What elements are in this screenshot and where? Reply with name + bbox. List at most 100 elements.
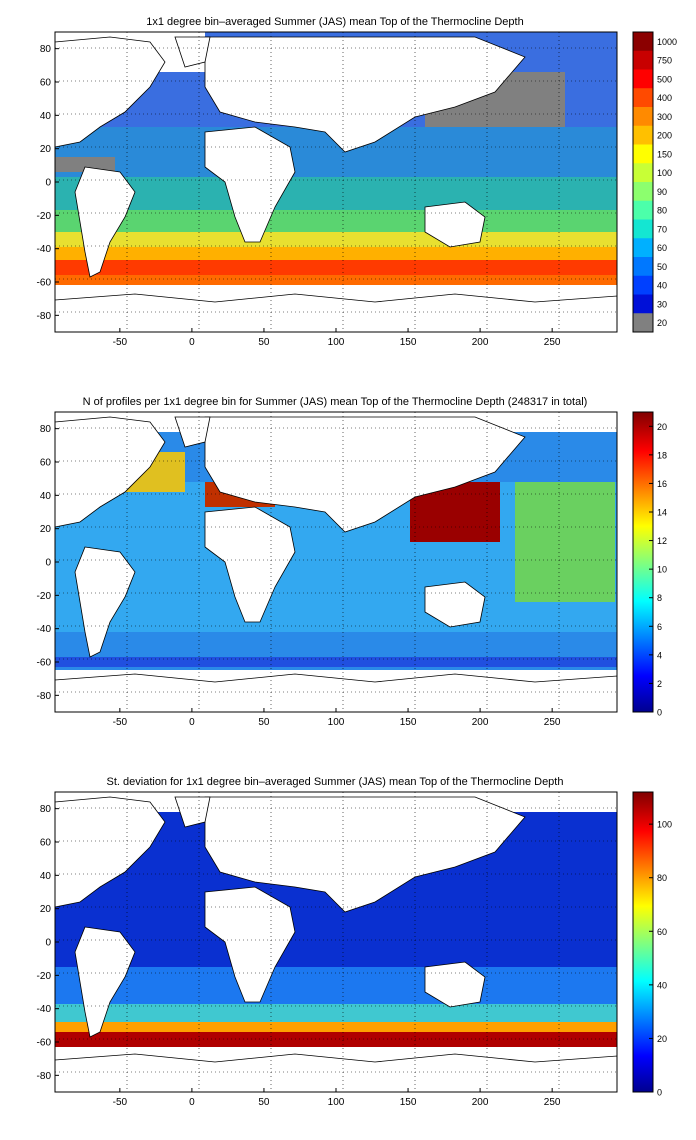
colorbar-swatch	[633, 275, 653, 295]
x-tick-label: 50	[258, 1097, 270, 1108]
panel-title: 1x1 degree bin–averaged Summer (JAS) mea…	[146, 16, 523, 28]
x-tick-label: 0	[189, 717, 195, 728]
africa-landmass	[204, 886, 296, 1003]
north-america-landmass	[54, 796, 166, 908]
colorbar-swatch	[633, 294, 653, 314]
y-tick-label: 20	[40, 904, 52, 915]
y-tick-label: 80	[40, 44, 52, 55]
x-tick-label: 150	[400, 717, 417, 728]
x-tick-label: 250	[544, 337, 561, 348]
colorbar-label: 2	[657, 679, 662, 689]
panel-title: N of profiles per 1x1 degree bin for Sum…	[83, 396, 588, 408]
y-tick-label: -20	[37, 591, 52, 602]
colorbar-swatch	[633, 238, 653, 258]
colorbar-label: 40	[657, 980, 667, 990]
colorbar-label: 0	[657, 708, 662, 718]
colorbar-swatch	[633, 107, 653, 127]
colorbar-label: 8	[657, 593, 662, 603]
colorbar-label: 20	[657, 1034, 667, 1044]
y-tick-label: 40	[40, 871, 52, 882]
colorbar-label: 100	[657, 168, 672, 178]
colorbar-swatch	[633, 313, 653, 333]
y-tick-label: 0	[45, 558, 51, 569]
mean-depth-figure: 1x1 degree bin–averaged Summer (JAS) mea…	[37, 16, 677, 348]
colorbar-swatch	[633, 200, 653, 220]
y-tick-label: 0	[45, 938, 51, 949]
colorbar-label: 300	[657, 112, 672, 122]
x-tick-label: 100	[328, 337, 345, 348]
colorbar-gradient	[632, 791, 654, 1093]
colorbar-label: 50	[657, 262, 667, 272]
x-tick-label: 250	[544, 1097, 561, 1108]
continents-layer	[54, 796, 618, 1093]
south-america-landmass	[74, 166, 136, 278]
y-tick-label: 40	[40, 491, 52, 502]
colorbar-label: 150	[657, 149, 672, 159]
panel-std-deviation: St. deviation for 1x1 degree bin–average…	[0, 760, 696, 1140]
south-america-landmass	[74, 546, 136, 658]
colorbar-label: 60	[657, 243, 667, 253]
y-tick-label: -80	[37, 1071, 52, 1082]
panel-mean-depth: 1x1 degree bin–averaged Summer (JAS) mea…	[0, 0, 696, 380]
y-tick-label: 60	[40, 78, 52, 89]
colorbar-label: 90	[657, 187, 667, 197]
y-tick-label: -40	[37, 624, 52, 635]
colorbar: 1000 750 500 400 300 200 150 100 90 80 70 60 50 40 30 2…	[632, 31, 677, 333]
colorbar-label: 80	[657, 206, 667, 216]
colorbar-label: 1000	[657, 37, 677, 47]
y-tick-label: -80	[37, 311, 52, 322]
x-tick-label: 100	[328, 1097, 345, 1108]
colorbar-label: 10	[657, 565, 667, 575]
x-tick-label: -50	[113, 717, 128, 728]
colorbar-label: 12	[657, 536, 667, 546]
colorbar-swatch	[633, 257, 653, 277]
y-tick-label: -20	[37, 971, 52, 982]
y-tick-label: -40	[37, 244, 52, 255]
colorbar-gradient	[632, 411, 654, 713]
gridlines	[55, 32, 617, 332]
gridlines	[55, 412, 617, 712]
x-tick-label: 100	[328, 717, 345, 728]
y-tick-label: 20	[40, 524, 52, 535]
gridlines	[55, 792, 617, 1092]
greenland-landmass	[174, 416, 211, 448]
colorbar-swatch	[633, 88, 653, 108]
profile-count-figure: N of profiles per 1x1 degree bin for Sum…	[37, 396, 667, 728]
colorbar-swatch	[633, 69, 653, 89]
colorbar-swatch	[633, 50, 653, 70]
y-tick-label: -60	[37, 658, 52, 669]
colorbar-label: 750	[657, 56, 672, 66]
y-tick-label: 0	[45, 178, 51, 189]
colorbar-frame	[632, 31, 654, 333]
continents-layer	[54, 36, 618, 333]
colorbar-swatch	[633, 182, 653, 202]
panel-title: St. deviation for 1x1 degree bin–average…	[107, 776, 564, 788]
colorbar-label: 20	[657, 422, 667, 432]
colorbar-label: 500	[657, 74, 672, 84]
colorbar-label: 20	[657, 318, 667, 328]
colorbar-swatch	[633, 144, 653, 164]
x-tick-label: 200	[472, 1097, 489, 1108]
y-tick-label: 60	[40, 458, 52, 469]
x-tick-label: 50	[258, 337, 270, 348]
y-tick-label: -40	[37, 1004, 52, 1015]
colorbar-swatch	[633, 125, 653, 145]
greenland-landmass	[174, 796, 211, 828]
colorbar-label: 0	[657, 1088, 662, 1098]
x-tick-label: 200	[472, 337, 489, 348]
x-tick-label: 50	[258, 717, 270, 728]
continents-layer	[54, 416, 618, 713]
y-axis-ticks: 80 60 40 20 0 -20 -40 -60 -80	[37, 424, 59, 702]
colorbar-label: 100	[657, 820, 672, 830]
x-tick-label: -50	[113, 1097, 128, 1108]
x-tick-label: 150	[400, 337, 417, 348]
y-axis-ticks: 80 60 40 20 0 -20 -40 -60 -80	[37, 804, 59, 1082]
colorbar-label: 18	[657, 450, 667, 460]
greenland-landmass	[174, 36, 211, 68]
colorbar-swatch	[633, 163, 653, 183]
colorbar: 100 80 60 40 20 0	[632, 791, 672, 1098]
y-tick-label: 80	[40, 804, 52, 815]
